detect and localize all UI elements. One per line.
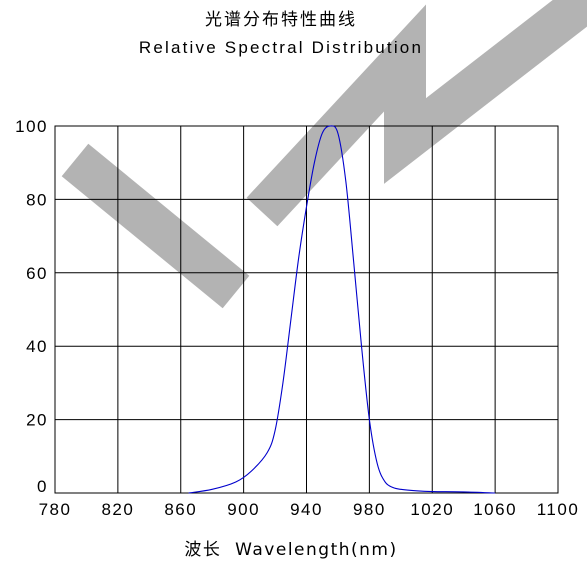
y-tick-label: 20 [26,411,48,430]
chart-subtitle: Relative Spectral Distribution [139,38,423,57]
y-tick-label: 60 [26,264,48,283]
y-tick-label: 80 [26,190,48,209]
x-axis-label: 波长 Wavelength(nm) [184,540,397,560]
series-line [188,125,496,494]
x-tick-label: 820 [101,500,134,519]
x-tick-label: 780 [39,500,72,519]
x-tick-label: 900 [227,500,260,519]
watermark [61,0,587,309]
x-tick-label: 980 [353,500,386,519]
y-tick-label: 0 [37,477,48,496]
watermark-stroke [61,143,250,309]
x-tick-label: 1100 [537,500,580,519]
x-tick-label: 1060 [473,500,517,519]
y-tick-label: 100 [15,117,48,136]
series-layer [188,125,496,494]
x-tick-label: 940 [290,500,323,519]
watermark-stroke [246,0,587,227]
plot-grid [54,125,559,494]
chart-title: 光谱分布特性曲线 [205,10,357,30]
x-axis-ticks: 780 820 860 900 940 980 1020 1060 1100 [39,500,580,519]
y-axis-ticks: 0 20 40 60 80 100 [15,117,48,496]
x-tick-label: 1020 [410,500,454,519]
y-tick-label: 40 [26,337,48,356]
x-tick-label: 860 [164,500,197,519]
